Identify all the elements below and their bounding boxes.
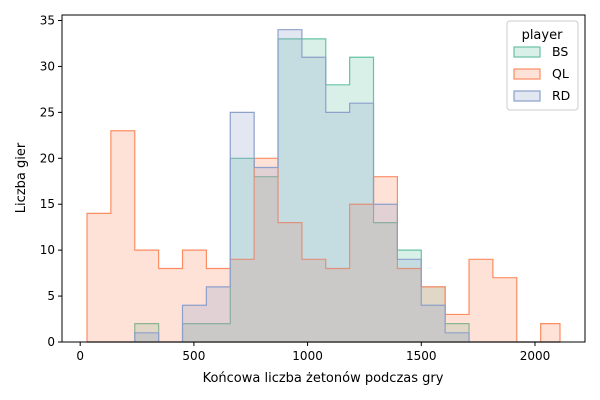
plot-area (86, 29, 561, 343)
y-tick-label: 20 (40, 151, 55, 165)
legend-swatch-bs (513, 46, 541, 58)
x-tick-label: 1500 (406, 349, 437, 363)
legend-label-bs: BS (552, 44, 568, 59)
x-axis: 0 500 1000 1500 2000 (76, 342, 550, 363)
y-tick-label: 30 (40, 59, 55, 73)
x-tick-label: 500 (182, 349, 205, 363)
y-tick-label: 35 (40, 14, 55, 28)
y-axis: 0 5 10 15 20 25 30 35 (40, 14, 62, 349)
legend-swatch-rd (513, 90, 541, 102)
x-axis-label: Końcowa liczba żetonów podczas gry (203, 371, 444, 386)
y-tick-label: 15 (40, 197, 55, 211)
legend-label-ql: QL (552, 66, 569, 81)
y-tick-label: 25 (40, 105, 55, 119)
x-tick-label: 1000 (292, 349, 323, 363)
y-tick-label: 10 (40, 243, 55, 257)
plot-frame (61, 14, 586, 343)
x-tick-label: 0 (76, 349, 84, 363)
histogram-series-ql (86, 130, 561, 343)
y-axis-label: Liczba gier (14, 142, 29, 213)
y-tick-label: 5 (47, 289, 55, 303)
legend-label-rd: RD (552, 88, 570, 103)
legend: player BS QL RD (506, 20, 579, 111)
x-tick-label: 2000 (520, 349, 551, 363)
legend-title: player (522, 28, 564, 43)
y-tick-label: 0 (47, 335, 55, 349)
legend-items: BS QL RD (513, 44, 570, 103)
legend-box (506, 20, 579, 111)
legend-swatch-ql (513, 68, 541, 80)
